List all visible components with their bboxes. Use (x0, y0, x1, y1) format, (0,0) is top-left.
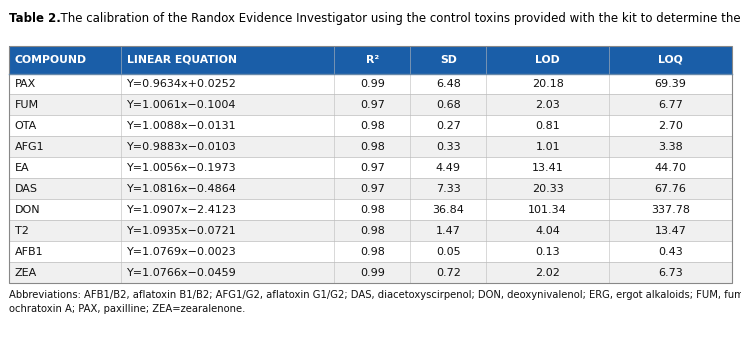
Text: 0.81: 0.81 (535, 121, 560, 131)
Text: 0.68: 0.68 (436, 100, 461, 110)
Text: 1.01: 1.01 (536, 142, 560, 152)
Text: 67.76: 67.76 (655, 184, 687, 194)
Text: Y=0.9634x+0.0252: Y=0.9634x+0.0252 (127, 79, 237, 89)
Text: 101.34: 101.34 (528, 205, 567, 215)
Bar (9, 262, 732, 283)
Text: 1.47: 1.47 (436, 226, 461, 236)
Text: COMPOUND: COMPOUND (15, 55, 87, 65)
Text: Y=1.0056x−0.1973: Y=1.0056x−0.1973 (127, 163, 236, 173)
Text: 20.18: 20.18 (532, 79, 564, 89)
Text: Y=1.0935x−0.0721: Y=1.0935x−0.0721 (127, 226, 236, 236)
Text: PAX: PAX (15, 79, 36, 89)
Bar (9, 157, 732, 178)
Text: 0.43: 0.43 (658, 247, 683, 257)
Text: EA: EA (15, 163, 30, 173)
Bar (9, 115, 732, 137)
Text: DON: DON (15, 205, 41, 215)
Bar (9, 46, 732, 73)
Text: LOQ: LOQ (658, 55, 683, 65)
Text: 13.41: 13.41 (532, 163, 564, 173)
Text: Y=1.0769x−0.0023: Y=1.0769x−0.0023 (127, 247, 236, 257)
Text: 0.33: 0.33 (436, 142, 461, 152)
Text: Y=1.0088x−0.0131: Y=1.0088x−0.0131 (127, 121, 236, 131)
Text: 0.97: 0.97 (360, 184, 385, 194)
Bar (9, 241, 732, 262)
Text: 20.33: 20.33 (532, 184, 564, 194)
Bar (9, 73, 732, 94)
Text: 13.47: 13.47 (655, 226, 687, 236)
Text: 2.03: 2.03 (535, 100, 560, 110)
Text: FUM: FUM (15, 100, 39, 110)
Text: 69.39: 69.39 (655, 79, 687, 89)
Text: 0.98: 0.98 (360, 226, 385, 236)
Text: 0.72: 0.72 (436, 268, 461, 277)
Text: Y=1.0907x−2.4123: Y=1.0907x−2.4123 (127, 205, 237, 215)
Text: 0.98: 0.98 (360, 205, 385, 215)
Text: 44.70: 44.70 (654, 163, 687, 173)
Text: LINEAR EQUATION: LINEAR EQUATION (127, 55, 237, 65)
Bar (9, 178, 732, 199)
Text: 0.99: 0.99 (360, 268, 385, 277)
Text: 0.97: 0.97 (360, 100, 385, 110)
Text: 0.27: 0.27 (436, 121, 461, 131)
Text: Abbreviations: AFB1/B2, aflatoxin B1/B2; AFG1/G2, aflatoxin G1/G2; DAS, diacetox: Abbreviations: AFB1/B2, aflatoxin B1/B2;… (9, 290, 741, 314)
Text: SD: SD (440, 55, 456, 65)
Text: T2: T2 (15, 226, 29, 236)
Text: 0.98: 0.98 (360, 121, 385, 131)
Text: 36.84: 36.84 (432, 205, 464, 215)
Text: LOD: LOD (535, 55, 560, 65)
Text: 0.13: 0.13 (536, 247, 560, 257)
Text: Y=1.0816x−0.4864: Y=1.0816x−0.4864 (127, 184, 237, 194)
Text: 6.48: 6.48 (436, 79, 461, 89)
Text: AFB1: AFB1 (15, 247, 44, 257)
Bar (9, 199, 732, 220)
Text: Y=1.0061x−0.1004: Y=1.0061x−0.1004 (127, 100, 236, 110)
Text: Table 2.: Table 2. (9, 12, 61, 25)
Text: The calibration of the Randox Evidence Investigator using the control toxins pro: The calibration of the Randox Evidence I… (53, 12, 741, 25)
Text: 3.38: 3.38 (658, 142, 683, 152)
Text: OTA: OTA (15, 121, 37, 131)
Text: 0.98: 0.98 (360, 142, 385, 152)
Text: 0.97: 0.97 (360, 163, 385, 173)
Text: ZEA: ZEA (15, 268, 37, 277)
Text: 0.05: 0.05 (436, 247, 461, 257)
Text: 4.49: 4.49 (436, 163, 461, 173)
Text: 2.02: 2.02 (535, 268, 560, 277)
Bar (9, 220, 732, 241)
Text: 7.33: 7.33 (436, 184, 461, 194)
Text: 6.77: 6.77 (658, 100, 683, 110)
Text: R²: R² (365, 55, 379, 65)
Text: 337.78: 337.78 (651, 205, 690, 215)
Text: 6.73: 6.73 (658, 268, 683, 277)
Text: 0.99: 0.99 (360, 79, 385, 89)
Text: 0.98: 0.98 (360, 247, 385, 257)
Bar (9, 94, 732, 115)
Text: 2.70: 2.70 (658, 121, 683, 131)
Bar (9, 46, 732, 283)
Text: DAS: DAS (15, 184, 38, 194)
Text: 4.04: 4.04 (535, 226, 560, 236)
Text: Y=0.9883x−0.0103: Y=0.9883x−0.0103 (127, 142, 236, 152)
Text: AFG1: AFG1 (15, 142, 44, 152)
Bar (9, 137, 732, 157)
Text: Y=1.0766x−0.0459: Y=1.0766x−0.0459 (127, 268, 236, 277)
